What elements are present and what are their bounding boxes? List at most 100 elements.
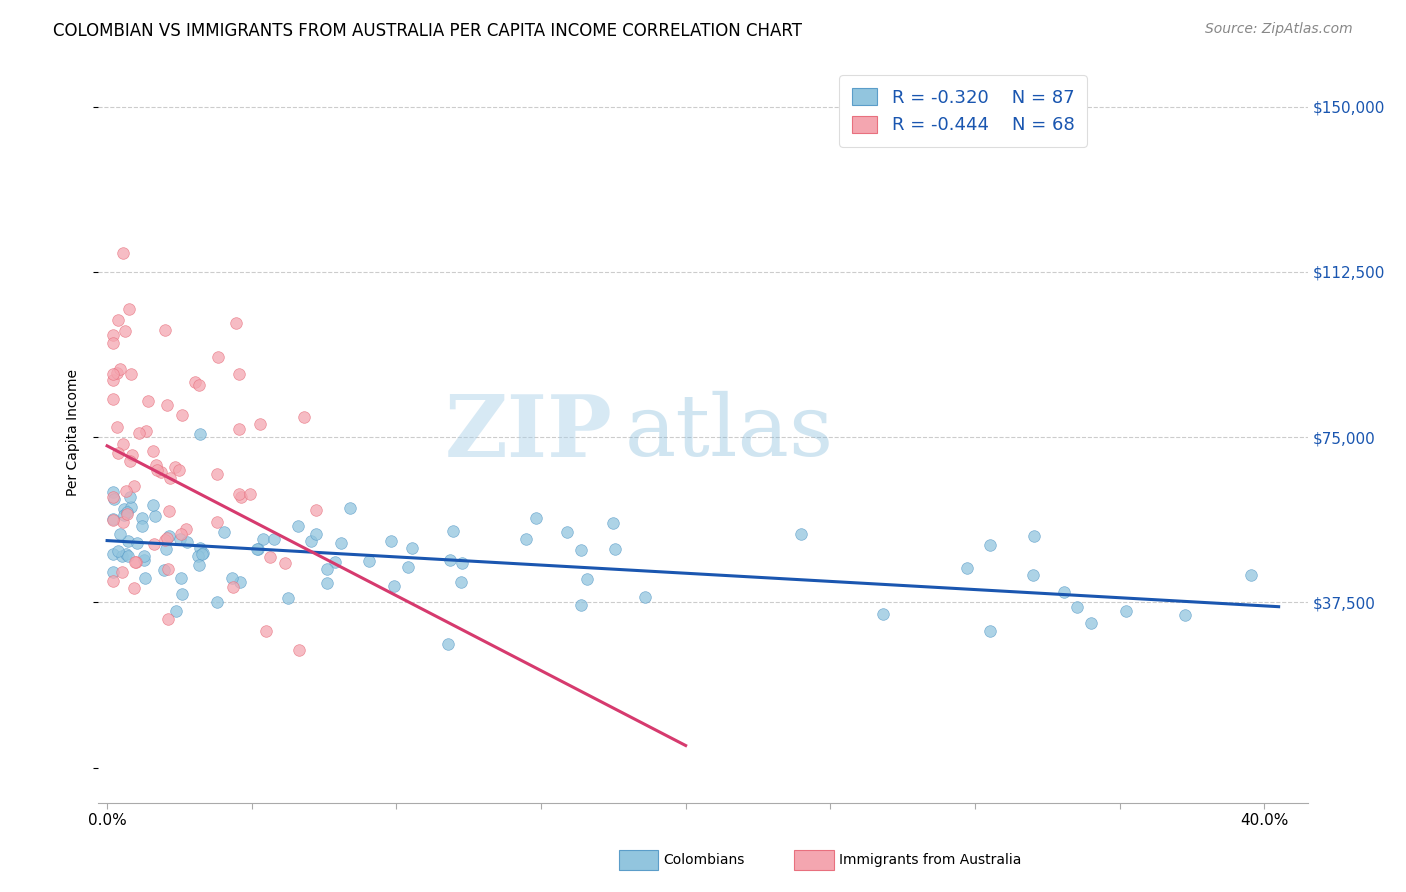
Point xyxy=(790,526,813,541)
Point xyxy=(634,590,657,604)
Point xyxy=(132,553,155,567)
Point xyxy=(118,301,141,316)
Point xyxy=(132,549,155,563)
Point xyxy=(105,420,128,434)
Point xyxy=(156,531,179,545)
Point xyxy=(221,571,243,585)
Point xyxy=(172,587,194,601)
Point xyxy=(222,580,245,594)
Point xyxy=(117,508,139,522)
Point xyxy=(170,571,193,585)
Point xyxy=(450,556,472,570)
Point xyxy=(239,487,262,501)
Point xyxy=(979,538,1001,552)
Text: COLOMBIAN VS IMMIGRANTS FROM AUSTRALIA PER CAPITA INCOME CORRELATION CHART: COLOMBIAN VS IMMIGRANTS FROM AUSTRALIA P… xyxy=(53,22,803,40)
Point xyxy=(103,328,125,343)
Point xyxy=(112,502,135,516)
Point xyxy=(101,511,124,525)
Point xyxy=(249,417,271,432)
Point xyxy=(176,534,198,549)
Point xyxy=(157,562,180,576)
Point xyxy=(128,425,150,440)
Point xyxy=(380,533,402,548)
Point xyxy=(288,643,311,657)
Point xyxy=(143,537,166,551)
Text: ZIP: ZIP xyxy=(444,391,613,475)
Point xyxy=(115,483,138,498)
Point xyxy=(323,555,346,569)
Point xyxy=(1240,567,1263,582)
Point xyxy=(254,624,277,638)
Point xyxy=(187,549,209,563)
Point xyxy=(170,527,193,541)
Point xyxy=(205,467,228,482)
Point xyxy=(117,505,139,519)
Point xyxy=(101,336,124,351)
Point xyxy=(1066,600,1088,615)
Point xyxy=(131,511,153,525)
Point xyxy=(515,532,537,546)
Point xyxy=(112,508,135,523)
Point xyxy=(228,422,250,436)
Point xyxy=(450,575,472,590)
Point xyxy=(263,532,285,546)
Point xyxy=(150,465,173,479)
Point xyxy=(176,522,198,536)
Point xyxy=(396,560,419,574)
Point xyxy=(187,378,209,392)
Point xyxy=(142,444,165,458)
Point xyxy=(143,508,166,523)
Point xyxy=(112,437,135,451)
Point xyxy=(153,322,176,336)
Point xyxy=(292,409,315,424)
Point xyxy=(156,612,179,626)
Point xyxy=(120,500,142,515)
Point xyxy=(229,575,252,590)
Point xyxy=(101,367,124,381)
Point xyxy=(437,637,460,651)
Point xyxy=(120,368,142,382)
Point xyxy=(205,595,228,609)
Point xyxy=(247,541,270,556)
Point xyxy=(207,515,229,529)
Point xyxy=(101,547,124,561)
Point xyxy=(170,409,193,423)
Point xyxy=(287,519,309,533)
Point xyxy=(305,527,328,541)
Point xyxy=(135,424,157,438)
Point xyxy=(229,490,252,504)
Point xyxy=(441,524,464,539)
Point xyxy=(305,503,328,517)
Text: Colombians: Colombians xyxy=(664,853,745,867)
Point xyxy=(153,533,176,547)
Point xyxy=(118,454,141,468)
Point xyxy=(188,427,211,442)
Point xyxy=(316,562,339,576)
Point xyxy=(183,375,205,389)
Point xyxy=(228,367,250,381)
Point xyxy=(1021,568,1043,582)
Point xyxy=(125,555,148,569)
Point xyxy=(569,543,592,558)
Point xyxy=(1080,615,1102,630)
Point xyxy=(569,599,592,613)
Point xyxy=(246,541,269,556)
Point xyxy=(101,484,124,499)
Point xyxy=(1053,585,1076,599)
Point xyxy=(145,458,167,472)
Text: Immigrants from Australia: Immigrants from Australia xyxy=(839,853,1022,867)
Point xyxy=(103,491,125,506)
Point xyxy=(107,446,129,460)
Point xyxy=(101,513,124,527)
Legend: R = -0.320    N = 87, R = -0.444    N = 68: R = -0.320 N = 87, R = -0.444 N = 68 xyxy=(839,75,1087,147)
Point xyxy=(105,366,128,380)
Point xyxy=(159,471,181,485)
Point xyxy=(107,543,129,558)
Point xyxy=(384,579,406,593)
Point xyxy=(122,581,145,595)
Point xyxy=(101,574,124,589)
Point xyxy=(157,528,180,542)
Point xyxy=(274,556,297,570)
Point xyxy=(118,490,141,504)
Point xyxy=(127,536,149,550)
